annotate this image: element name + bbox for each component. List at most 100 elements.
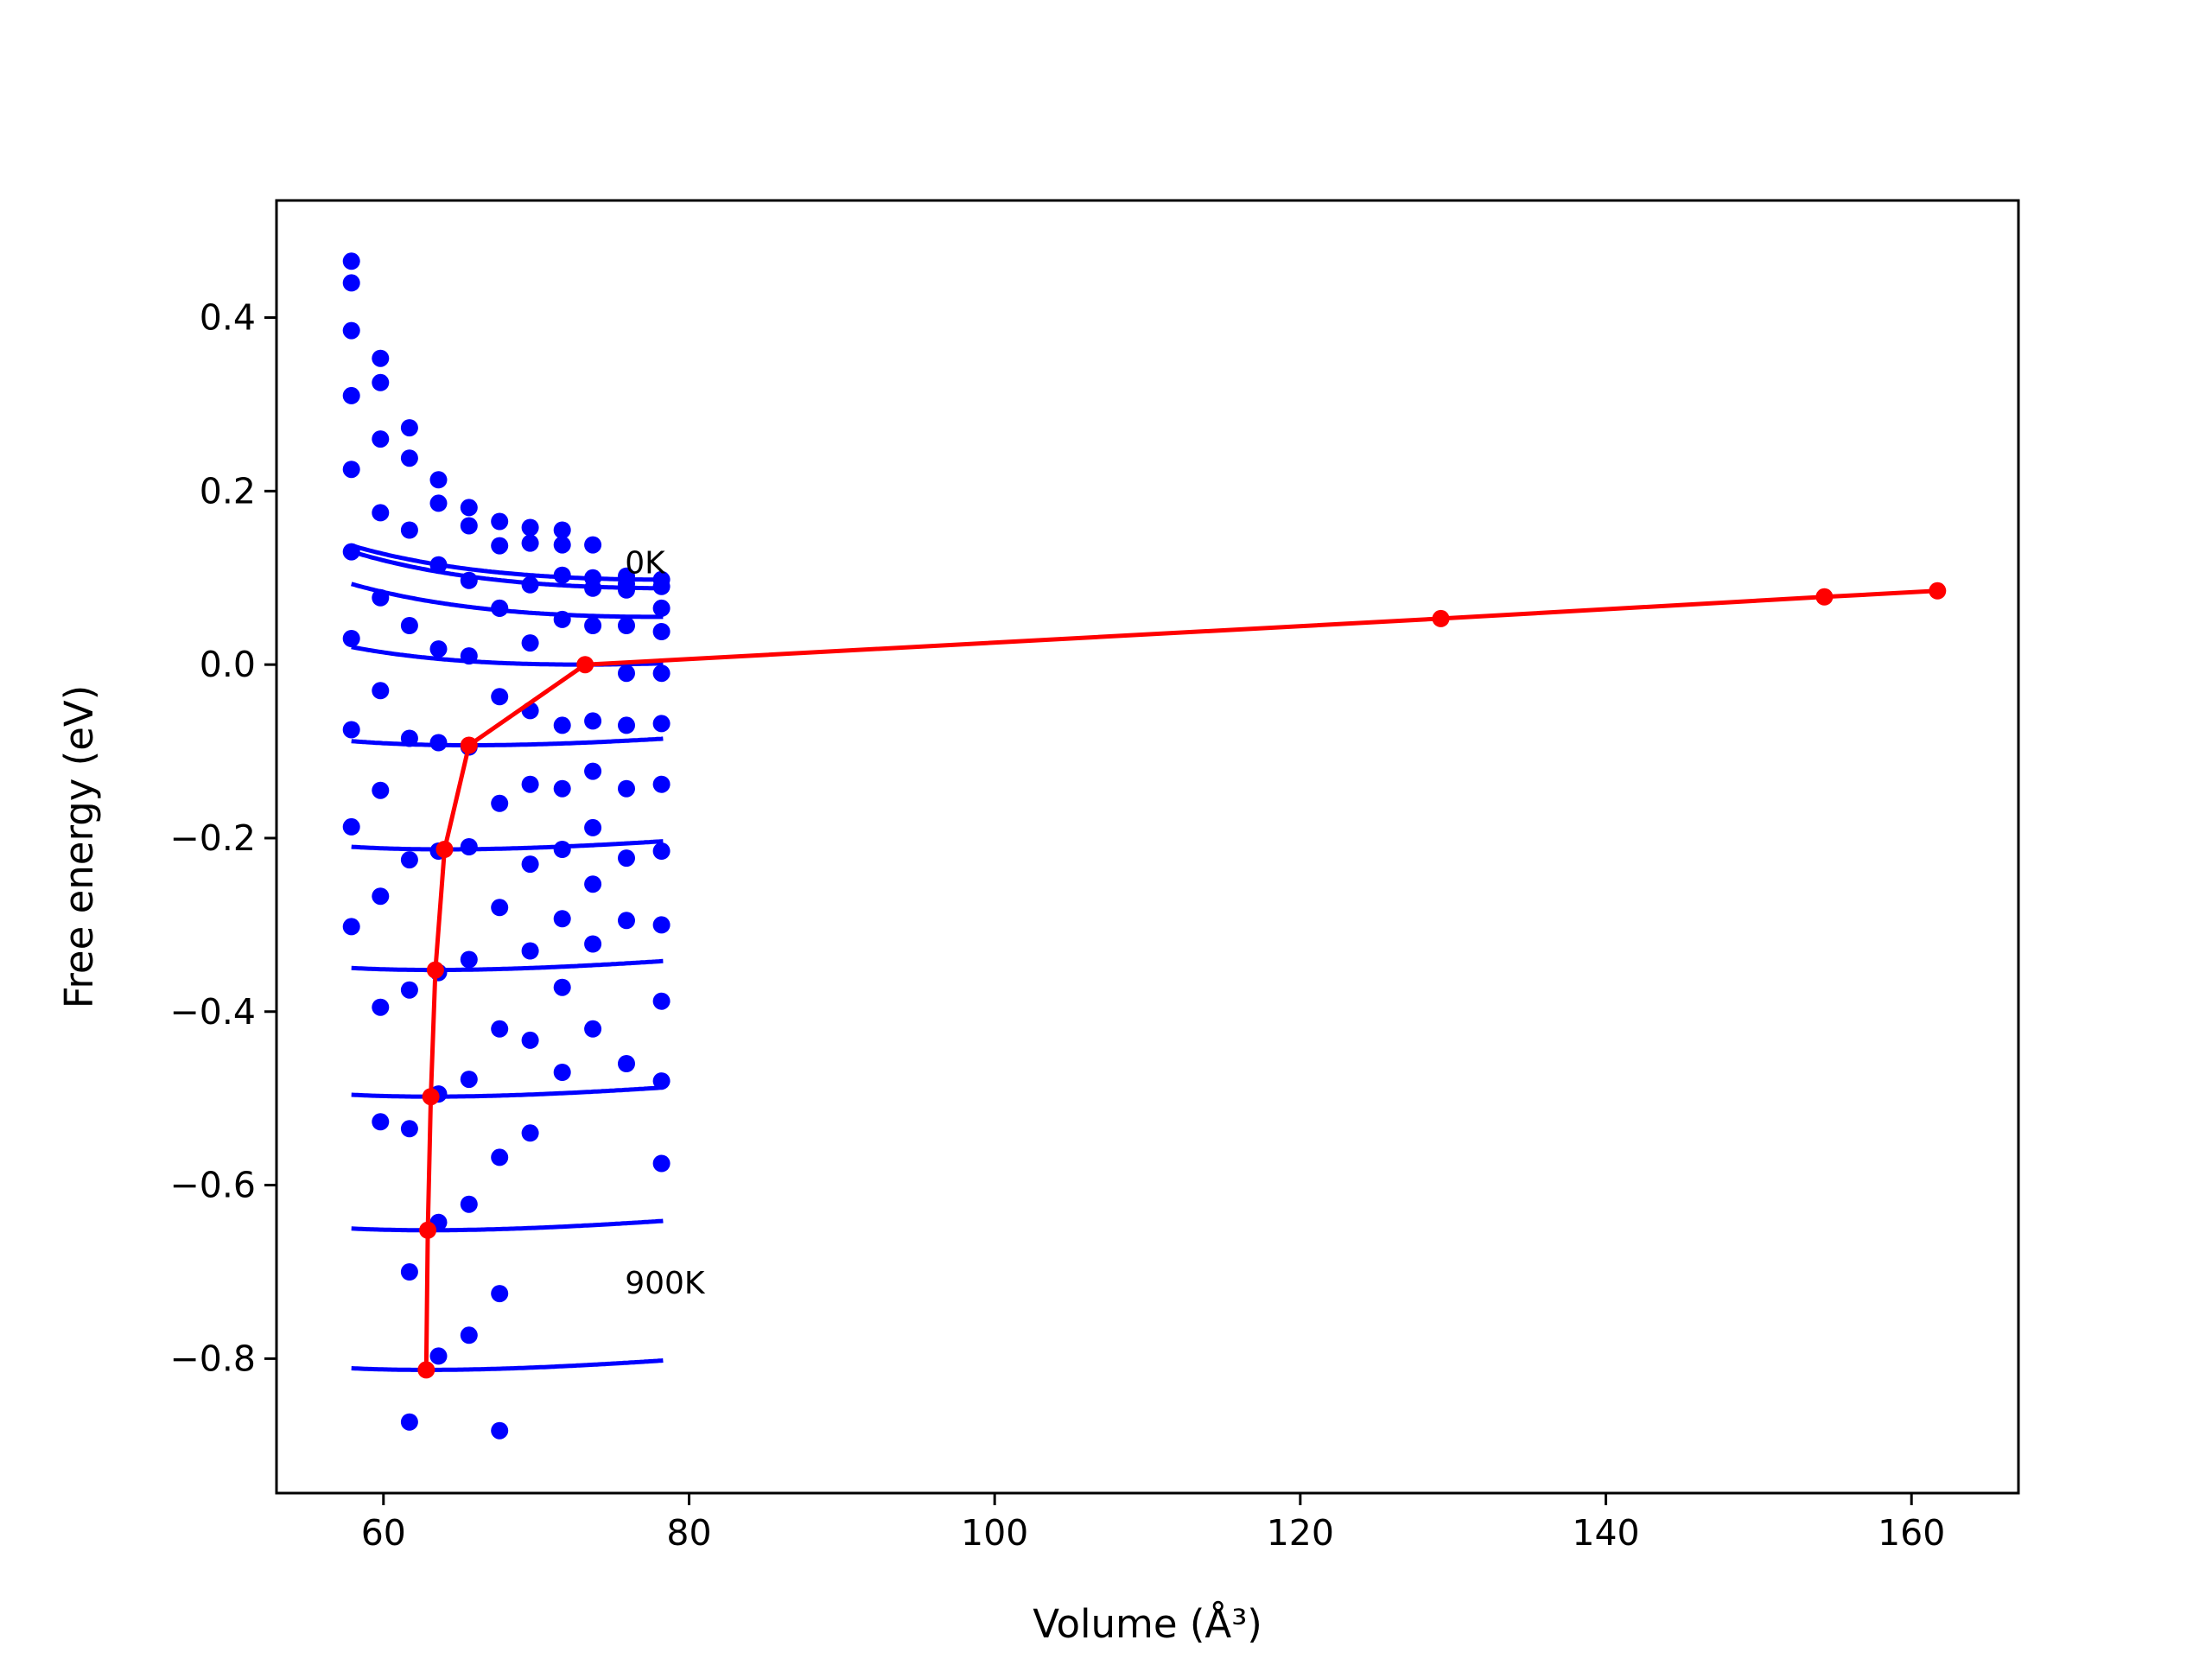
data-point-2-6 (521, 575, 539, 594)
data-point-6-1 (372, 781, 390, 799)
data-point-7-0 (342, 721, 360, 739)
data-point-2-10 (652, 599, 671, 617)
data-point-5-0 (342, 543, 360, 561)
data-point-8-5 (491, 1148, 509, 1166)
data-point-extra-0 (652, 1072, 671, 1090)
data-point-4-7 (553, 716, 571, 734)
data-point-5-10 (652, 715, 671, 733)
data-point-4-5 (491, 688, 509, 706)
x-tick-label-0: 60 (361, 1512, 406, 1554)
data-point-6-2 (400, 981, 418, 999)
data-point-6-9 (618, 779, 635, 798)
y-tick-label-4: 0.0 (200, 644, 256, 685)
data-point-0-2 (400, 419, 418, 437)
data-point-3-6 (521, 634, 539, 652)
data-point-7-1 (372, 887, 390, 906)
x-tick-label-5: 160 (1878, 1512, 1945, 1554)
data-point-8-9 (618, 912, 635, 930)
data-point-2-8 (584, 579, 602, 597)
data-point-9-5 (491, 1421, 509, 1440)
fit-curve-7 (351, 1085, 664, 1099)
data-point-1-2 (400, 449, 418, 467)
data-point-8-1 (372, 998, 390, 1016)
fit-curve-0 (350, 543, 664, 582)
data-point-8-7 (553, 978, 571, 996)
data-point-5-4 (460, 838, 478, 855)
data-point-9-3 (429, 1347, 448, 1365)
data-point-6-4 (460, 950, 478, 969)
y-tick-label-0: −0.8 (169, 1338, 256, 1379)
data-point-5-1 (372, 682, 390, 700)
data-point-4-1 (372, 588, 390, 607)
data-point-0-6 (521, 518, 539, 537)
y-tick-label-5: 0.2 (200, 470, 256, 512)
minima-point-7 (1432, 609, 1450, 627)
y-tick-label-3: −0.2 (169, 817, 256, 859)
data-point-9-7 (553, 1064, 571, 1081)
minima-point-9 (1929, 582, 1947, 600)
data-point-8-0 (342, 817, 360, 836)
data-point-8-10 (652, 916, 671, 934)
minima-point-6 (576, 656, 594, 674)
data-point-5-6 (521, 775, 539, 793)
y-tick-label-6: 0.4 (200, 297, 256, 339)
data-point-1-1 (372, 373, 390, 391)
data-point-0-5 (491, 512, 509, 531)
minima-point-4 (435, 841, 454, 858)
data-point-4-3 (429, 734, 448, 752)
data-point-7-2 (400, 1120, 418, 1138)
fit-curve-8 (351, 1218, 664, 1233)
minima-line (423, 588, 1938, 1370)
data-point-1-10 (652, 577, 671, 595)
data-point-1-0 (342, 274, 360, 292)
y-tick-label-2: −0.4 (169, 991, 256, 1033)
data-point-4-9 (618, 664, 635, 683)
data-point-6-0 (342, 630, 360, 647)
data-point-9-8 (584, 1020, 602, 1038)
data-point-3-9 (618, 617, 635, 634)
data-point-3-8 (584, 617, 602, 634)
data-point-3-5 (491, 599, 509, 617)
data-point-7-10 (652, 842, 671, 860)
data-point-3-1 (372, 504, 390, 522)
plot-frame (275, 199, 2020, 1495)
annotation-1: 900K (625, 1266, 706, 1301)
minima-point-1 (419, 1221, 437, 1239)
data-point-8-6 (521, 1031, 539, 1049)
data-point-0-8 (584, 536, 602, 554)
data-point-4-10 (652, 664, 671, 683)
data-point-extra-2 (491, 1285, 509, 1303)
data-point-9-1 (372, 1113, 390, 1131)
data-point-9-10 (652, 992, 671, 1010)
data-point-2-9 (618, 575, 635, 593)
minima-point-8 (1815, 588, 1834, 606)
data-point-9-6 (521, 1124, 539, 1142)
minima-point-3 (426, 961, 444, 979)
data-point-8-8 (584, 935, 602, 953)
data-point-1-7 (553, 536, 571, 554)
data-point-2-7 (553, 566, 571, 584)
data-point-2-1 (372, 430, 390, 448)
x-tick-label-4: 140 (1572, 1512, 1639, 1554)
fit-curve-5 (351, 839, 664, 852)
data-point-7-5 (491, 1020, 509, 1038)
data-point-7-4 (460, 1071, 478, 1089)
data-point-6-8 (584, 818, 602, 836)
data-point-5-5 (491, 794, 509, 812)
data-point-3-7 (553, 610, 571, 628)
data-point-6-5 (491, 899, 509, 917)
fit-curve-9 (351, 1358, 664, 1372)
data-point-extra-1 (652, 1154, 671, 1173)
data-point-1-3 (429, 494, 448, 512)
x-axis-label: Volume (Å³) (1033, 1601, 1262, 1647)
data-point-7-8 (584, 875, 602, 893)
data-point-3-0 (342, 386, 360, 404)
data-point-7-9 (618, 849, 635, 868)
data-point-4-8 (584, 712, 602, 730)
data-point-2-4 (460, 571, 478, 589)
x-tick-label-3: 120 (1267, 1512, 1334, 1554)
data-point-2-3 (429, 556, 448, 574)
annotation-0: 0K (625, 546, 666, 582)
